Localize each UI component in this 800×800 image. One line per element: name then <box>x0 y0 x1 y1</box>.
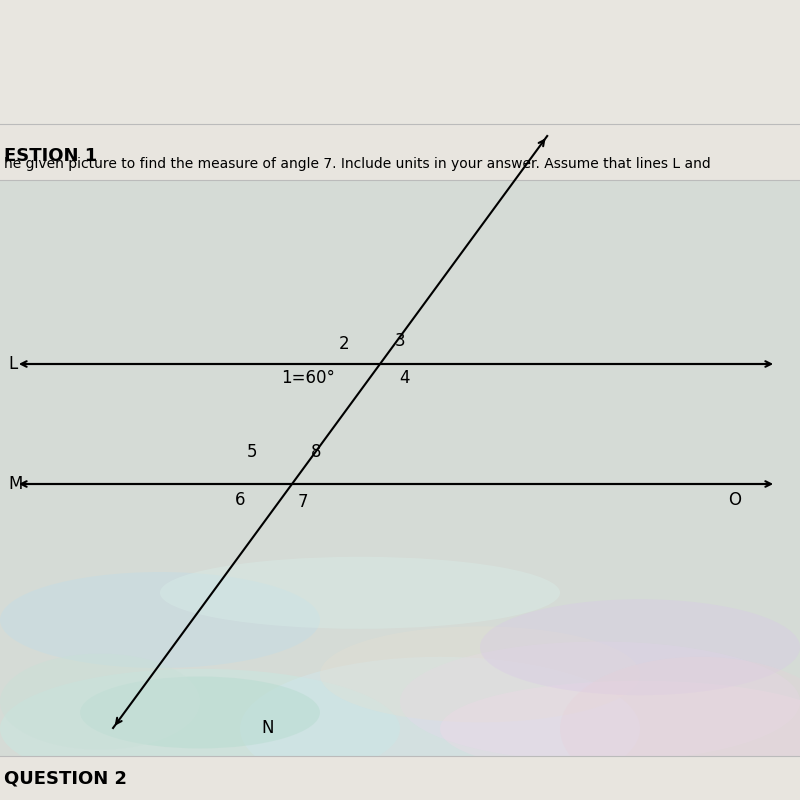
Ellipse shape <box>0 654 200 750</box>
Text: 4: 4 <box>398 369 410 386</box>
Bar <box>0 148 800 180</box>
Text: 3: 3 <box>394 332 406 350</box>
Ellipse shape <box>240 657 640 800</box>
Text: 6: 6 <box>234 491 246 509</box>
Text: ESTION 1: ESTION 1 <box>4 147 98 165</box>
Ellipse shape <box>0 572 320 668</box>
Text: M: M <box>8 475 22 493</box>
Bar <box>0 756 800 800</box>
Ellipse shape <box>160 557 560 629</box>
Ellipse shape <box>560 657 800 800</box>
Text: 8: 8 <box>310 443 322 461</box>
Bar <box>0 0 800 124</box>
Ellipse shape <box>440 681 800 777</box>
Ellipse shape <box>0 669 400 789</box>
Ellipse shape <box>480 599 800 695</box>
Bar <box>0 124 800 188</box>
Text: 1=60°: 1=60° <box>281 370 335 387</box>
Text: L: L <box>8 355 18 373</box>
Ellipse shape <box>80 677 320 749</box>
Text: 7: 7 <box>297 494 308 511</box>
Ellipse shape <box>400 642 800 762</box>
Ellipse shape <box>320 626 640 722</box>
Text: he given picture to find the measure of angle 7. Include units in your answer. A: he given picture to find the measure of … <box>4 157 710 171</box>
Text: 5: 5 <box>246 443 258 461</box>
Text: O: O <box>728 491 741 509</box>
Text: QUESTION 2: QUESTION 2 <box>4 769 127 787</box>
Text: N: N <box>262 719 274 737</box>
Bar <box>0 180 800 756</box>
Text: 2: 2 <box>338 335 350 353</box>
